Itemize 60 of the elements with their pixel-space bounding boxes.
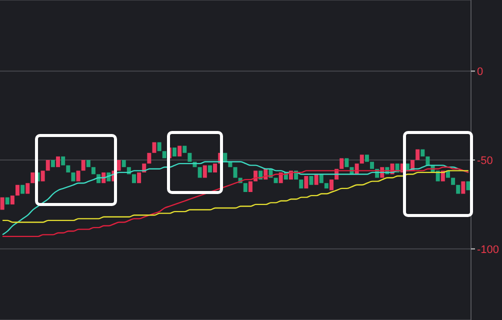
candlestick [198,167,202,178]
candlestick [188,152,192,162]
candlestick [26,183,30,194]
candlestick [10,196,14,204]
candlestick [208,165,212,172]
candlestick [20,184,25,194]
candlestick [122,160,126,168]
candlestick [456,184,460,194]
candlestick [61,156,66,166]
candlestick [152,142,156,153]
candlestick [137,172,142,184]
candlestick [309,176,314,185]
candlestick [344,158,349,168]
candlestick [30,172,35,184]
candlestick [132,174,136,184]
candlestick [172,148,176,156]
candlestick [370,162,374,169]
candlestick [243,183,248,192]
candlestick [213,164,218,172]
candlestick [340,158,344,169]
candlestick [46,160,50,171]
candlestick [0,197,4,210]
candlestick [416,149,420,160]
candlestick [40,170,45,182]
candlestick [178,146,182,156]
candlestick [147,152,152,164]
candlestick [420,149,425,156]
candlestick [76,170,80,182]
y-tick-label: -50 [477,154,493,167]
candlestick [50,160,55,168]
candlestick [5,197,10,204]
candlestick [202,165,207,178]
candlestick [364,154,369,162]
candlestick [299,180,304,188]
candlestick [81,160,86,171]
candlestick [314,174,318,185]
y-tick-label: 0 [477,66,484,78]
candlestick [451,178,456,185]
candlestick [15,184,20,196]
candlestick [324,183,328,188]
candlestick [56,156,60,168]
candlestick [360,154,364,164]
line-series [2,170,470,223]
candlestick [466,181,470,190]
candlestick [71,172,76,182]
candlestick [274,178,278,184]
candlestick [91,167,96,174]
candlestick [182,146,187,153]
candlestick [461,181,466,194]
candlestick [157,142,162,152]
candlestick [116,160,121,171]
candlestick [329,180,334,190]
candlestick [426,156,430,166]
candlestick [66,165,70,172]
y-tick-label: -100 [477,244,500,256]
candlestick [162,151,166,158]
candlestick [233,167,238,178]
candlestick [248,181,252,192]
candlestick [304,176,308,188]
candlestick [86,160,90,168]
